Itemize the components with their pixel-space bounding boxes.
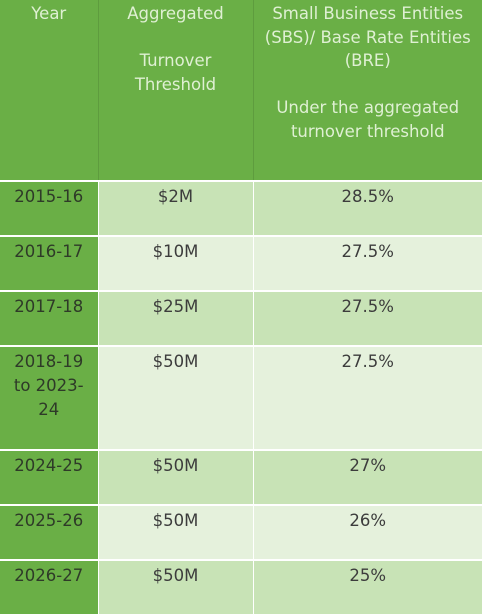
year-cell: 2026-27 (0, 560, 99, 614)
table-row: 2017-18 $25M 27.5% (0, 291, 482, 347)
header-row: Year Aggregated Turnover Threshold Small… (0, 0, 482, 182)
header-turnover-threshold: Aggregated Turnover Threshold (98, 0, 254, 182)
rate-cell: 28.5% (253, 181, 482, 237)
year-cell: 2024-25 (0, 450, 99, 506)
threshold-cell: $50M (98, 560, 254, 614)
threshold-cell: $50M (98, 346, 254, 451)
threshold-cell: $10M (98, 236, 254, 292)
header-year: Year (0, 0, 99, 182)
year-cell: 2018-19 to 2023-24 (0, 346, 99, 451)
threshold-cell: $50M (98, 450, 254, 506)
year-cell: 2025-26 (0, 505, 99, 561)
year-cell: 2017-18 (0, 291, 99, 347)
rate-cell: 27.5% (253, 236, 482, 292)
threshold-cell: $50M (98, 505, 254, 561)
header-sbe-bre-rate: Small Business Entities (SBS)/ Base Rate… (253, 0, 482, 182)
table-row: 2015-16 $2M 28.5% (0, 181, 482, 237)
year-cell: 2015-16 (0, 181, 99, 237)
rate-cell: 25% (253, 560, 482, 614)
table-row: 2026-27 $50M 25% (0, 560, 482, 614)
threshold-cell: $2M (98, 181, 254, 237)
rate-cell: 27.5% (253, 291, 482, 347)
table-row: 2018-19 to 2023-24 $50M 27.5% (0, 346, 482, 451)
rate-cell: 26% (253, 505, 482, 561)
threshold-cell: $25M (98, 291, 254, 347)
table-row: 2025-26 $50M 26% (0, 505, 482, 561)
table-row: 2024-25 $50M 27% (0, 450, 482, 506)
rate-cell: 27% (253, 450, 482, 506)
rate-cell: 27.5% (253, 346, 482, 451)
table-row: 2016-17 $10M 27.5% (0, 236, 482, 292)
year-cell: 2016-17 (0, 236, 99, 292)
